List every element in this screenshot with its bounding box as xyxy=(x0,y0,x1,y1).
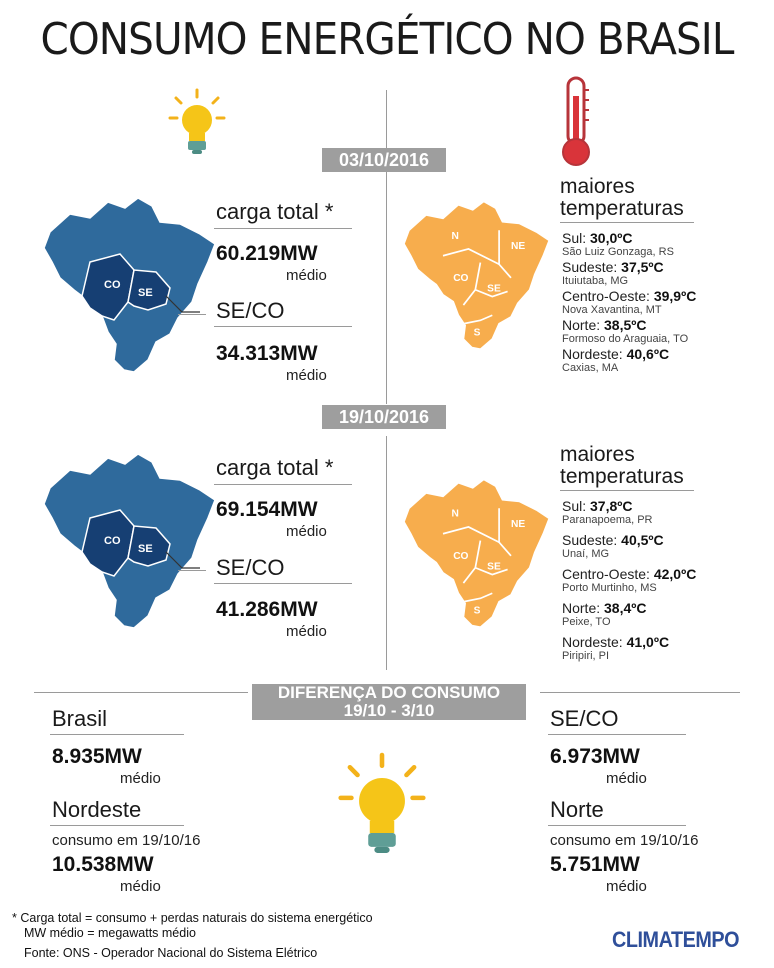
svg-text:N: N xyxy=(452,509,459,520)
climatempo-logo: CLIMATEMPO xyxy=(612,927,740,952)
svg-text:SE: SE xyxy=(487,561,501,572)
temp-item: Norte: 38,4ºC Peixe, TO xyxy=(562,600,647,628)
seco-value: 41.286MW xyxy=(216,598,318,621)
temps-list-2: Sul: 37,8ºC Paranapoema, PR Sudeste: 40,5… xyxy=(562,498,696,668)
footnote-carga: * Carga total = consumo + perdas naturai… xyxy=(12,911,373,925)
lightbulb-icon xyxy=(338,752,426,853)
diff-brasil-value: 8.935MW xyxy=(52,745,142,768)
source-text: Fonte: ONS - Operador Nacional do Sistem… xyxy=(24,946,318,960)
svg-text:S: S xyxy=(474,328,481,339)
temp-item: Sul: 30,0ºC São Luiz Gonzaga, RS xyxy=(562,230,674,258)
svg-text:N: N xyxy=(452,231,459,242)
date-badge-2: 19/10/2016 xyxy=(322,405,446,429)
svg-text:NE: NE xyxy=(511,241,525,252)
diff-nordeste-value: 10.538MW xyxy=(52,853,154,876)
temps-heading: maiores temperaturas xyxy=(560,175,684,220)
map-label-se: SE xyxy=(138,287,153,299)
diff-norte-value: 5.751MW xyxy=(550,853,640,876)
temp-item: Sudeste: 37,5ºC Ituiutaba, MG xyxy=(562,259,664,287)
diff-seco-value: 6.973MW xyxy=(550,745,640,768)
temps-heading: maiores temperaturas xyxy=(560,443,684,488)
diff-norte-label: Norte xyxy=(550,797,604,822)
temp-item: Sudeste: 40,5ºC Unaí, MG xyxy=(562,532,664,560)
brazil-regions-map-icon: N NE CO SE S xyxy=(403,200,551,351)
page-title: CONSUMO ENERGÉTICO NO BRASIL xyxy=(40,14,735,65)
temp-item: Sul: 37,8ºC Paranapoema, PR xyxy=(562,498,653,526)
map-label-co: CO xyxy=(104,279,121,291)
diff-brasil-label: Brasil xyxy=(52,706,108,731)
temp-item: Norte: 38,5ºC Formoso do Araguaia, TO xyxy=(562,317,689,345)
temp-item: Nordeste: 40,6ºC Caxias, MA xyxy=(562,346,670,374)
seco-label: SE/CO xyxy=(216,298,285,323)
thermometer-icon xyxy=(562,76,590,166)
brazil-regions-map-icon: N NE CO SE S xyxy=(403,478,551,629)
carga-total-unit: médio xyxy=(286,267,327,284)
seco-label: SE/CO xyxy=(216,555,285,580)
temps-list-1: Sul: 30,0ºC São Luiz Gonzaga, RS Sudeste:… xyxy=(562,230,696,375)
carga-total-label: carga total * xyxy=(216,199,334,224)
diff-title: DIFERENÇA DO CONSUMO 19/10 - 3/10 xyxy=(252,684,526,720)
carga-total-label: carga total * xyxy=(216,455,334,480)
divider xyxy=(386,172,387,404)
diff-nordeste-label: Nordeste xyxy=(52,797,142,822)
seco-unit: médio xyxy=(286,623,327,640)
svg-text:S: S xyxy=(474,606,481,617)
divider xyxy=(386,90,387,148)
svg-text:NE: NE xyxy=(511,519,525,530)
svg-text:SE: SE xyxy=(487,283,501,294)
temp-item: Centro-Oeste: 39,9ºC Nova Xavantina, MT xyxy=(562,288,697,316)
date-badge-1: 03/10/2016 xyxy=(322,148,446,172)
carga-total-unit: médio xyxy=(286,523,327,540)
svg-text:SE: SE xyxy=(138,543,153,555)
seco-unit: médio xyxy=(286,367,327,384)
seco-value: 34.313MW xyxy=(216,342,318,365)
temp-item: Centro-Oeste: 42,0ºC Porto Murtinho, MS xyxy=(562,566,697,594)
svg-text:CO: CO xyxy=(104,535,121,547)
divider xyxy=(386,436,387,670)
lightbulb-icon xyxy=(168,88,226,154)
svg-text:CO: CO xyxy=(453,551,468,562)
footnote-mw: MW médio = megawatts médio xyxy=(24,926,196,940)
svg-text:CO: CO xyxy=(453,273,468,284)
brazil-map-icon: CO SE xyxy=(43,197,216,373)
diff-seco-label: SE/CO xyxy=(550,706,619,731)
temp-item: Nordeste: 41,0ºC Piripiri, PI xyxy=(562,634,670,662)
brazil-map-icon: CO SE xyxy=(43,453,216,629)
carga-total-value: 69.154MW xyxy=(216,498,318,521)
carga-total-value: 60.219MW xyxy=(216,242,318,265)
